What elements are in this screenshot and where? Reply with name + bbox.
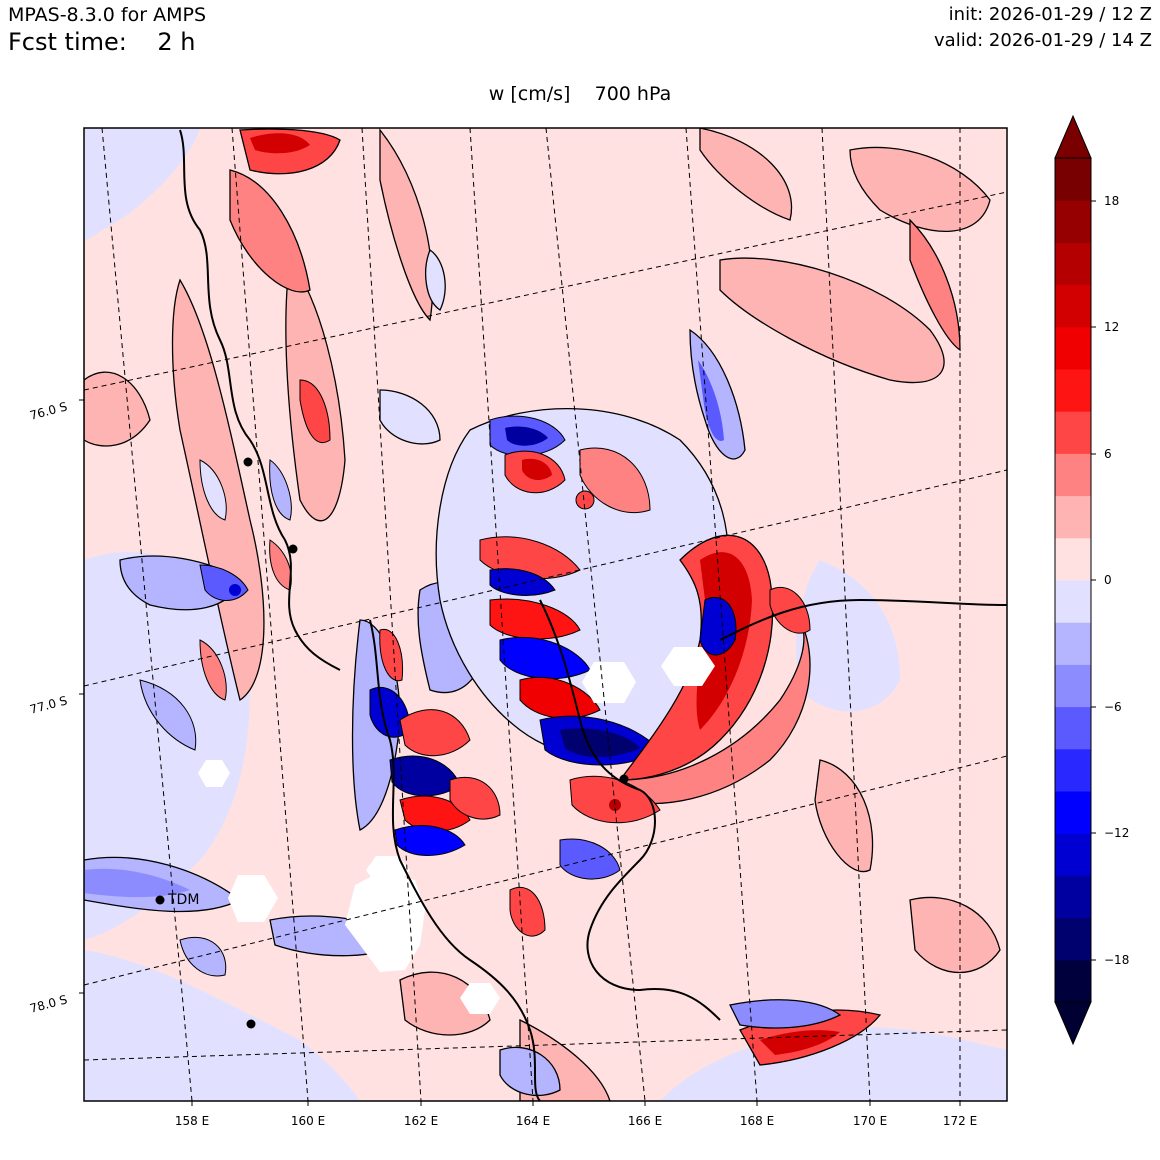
colorbar: 18 12 6 0 −6 −12 −18	[1054, 114, 1129, 1046]
model-label: MPAS-8.3.0 for AMPS	[8, 4, 207, 26]
latitude-axis: 76.0 S 77.0 S 78.0 S	[28, 399, 84, 1016]
colorbar-tick-label: 6	[1104, 447, 1112, 461]
longitude-axis: 158 E 160 E 162 E 164 E 166 E 168 E 170 …	[175, 1101, 977, 1128]
colorbar-bin	[1055, 833, 1091, 876]
plot-title: w [cm/s] 700 hPa	[0, 83, 1160, 105]
colorbar-bin	[1055, 369, 1091, 412]
colorbar-bin	[1055, 326, 1091, 370]
colorbar-bin	[1055, 622, 1091, 665]
lat-tick-label: 77.0 S	[28, 693, 68, 716]
lon-tick-label: 166 E	[628, 1114, 662, 1128]
lon-tick-label: 160 E	[291, 1114, 325, 1128]
station-label: TDM	[167, 892, 199, 908]
pressure-level-label: 700 hPa	[594, 83, 672, 105]
forecast-time-label: Fcst time: 2 h	[8, 28, 195, 56]
colorbar-tick-label: 12	[1104, 320, 1119, 334]
lon-tick-label: 162 E	[404, 1114, 438, 1128]
lon-tick-label: 172 E	[943, 1114, 977, 1128]
colorbar-bin	[1055, 495, 1091, 539]
forecast-time-caption: Fcst time:	[8, 28, 127, 56]
colorbar-bin	[1055, 748, 1091, 792]
colorbar-bin	[1055, 580, 1091, 623]
colorbar-bin	[1055, 242, 1091, 286]
forecast-time-value: 2 h	[157, 28, 196, 56]
colorbar-tick-label: −18	[1104, 953, 1129, 967]
colorbar-extend-low	[1054, 1001, 1092, 1046]
valid-time-label: valid: 2026-01-29 / 14 Z	[934, 30, 1152, 51]
colorbar-bin	[1055, 284, 1091, 328]
colorbar-extend-high	[1054, 114, 1092, 159]
init-time-label: init: 2026-01-29 / 12 Z	[948, 4, 1152, 25]
colorbar-bin	[1055, 917, 1091, 961]
colorbar-tick-label: 18	[1104, 194, 1119, 208]
lat-tick-label: 76.0 S	[28, 399, 68, 422]
colorbar-tick-label: −12	[1104, 826, 1129, 840]
colorbar-tick-label: −6	[1104, 700, 1122, 714]
lon-tick-label: 158 E	[175, 1114, 209, 1128]
colorbar-bin	[1055, 411, 1091, 454]
map-frame	[83, 127, 1008, 1102]
colorbar-bin	[1055, 706, 1091, 750]
colorbar-bin	[1055, 664, 1091, 708]
vertical-velocity-field: TDM	[84, 128, 1007, 1101]
colorbar-tick-label: 0	[1104, 573, 1112, 587]
colorbar-bin	[1055, 453, 1091, 497]
colorbar-bin	[1055, 791, 1091, 834]
lon-tick-label: 170 E	[853, 1114, 887, 1128]
lat-tick-label: 78.0 S	[28, 992, 68, 1015]
lon-tick-label: 164 E	[516, 1114, 550, 1128]
colorbar-bins	[1055, 158, 1091, 1003]
lon-tick-label: 168 E	[740, 1114, 774, 1128]
variable-label: w [cm/s]	[488, 83, 571, 105]
colorbar-bin	[1055, 959, 1091, 1003]
colorbar-bin	[1055, 537, 1091, 581]
colorbar-bin	[1055, 158, 1091, 201]
colorbar-bin	[1055, 200, 1091, 243]
colorbar-bin	[1055, 875, 1091, 919]
